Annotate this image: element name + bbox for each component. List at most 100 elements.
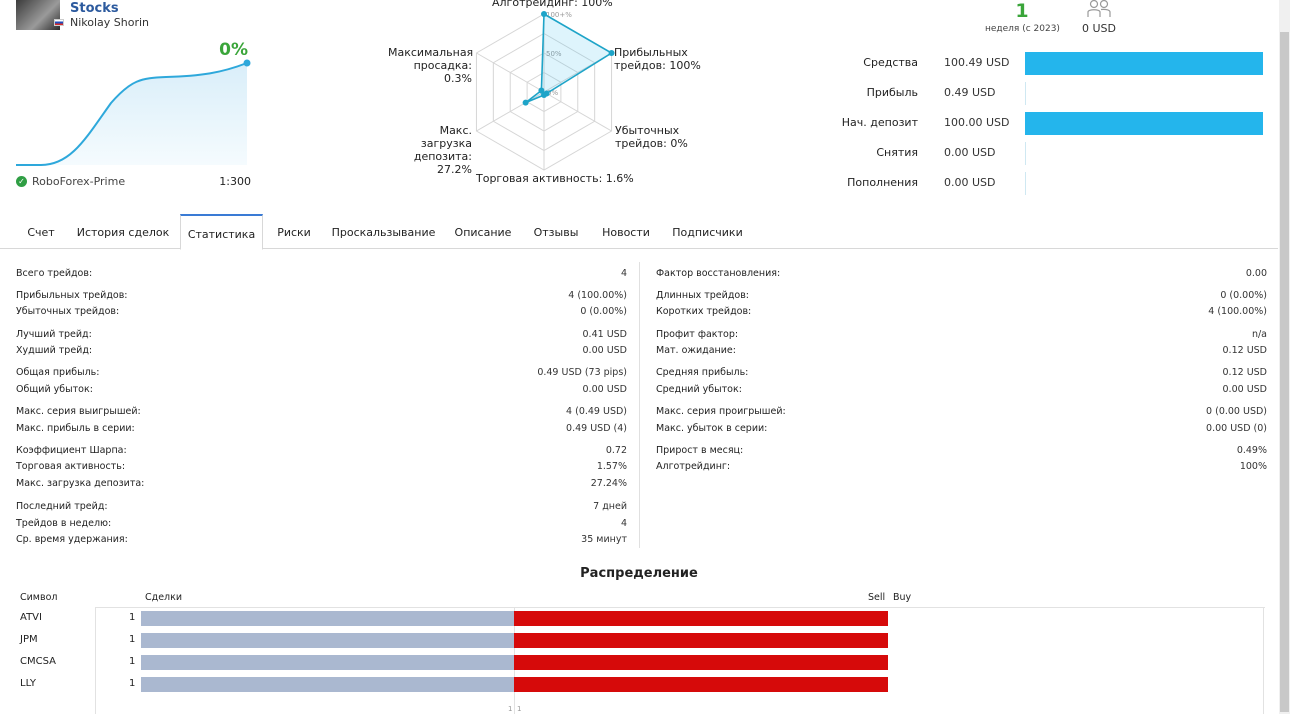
page-scrollbar-thumb[interactable] — [1280, 32, 1289, 712]
stat-label: Общая прибыль: — [16, 367, 100, 378]
tab-5[interactable]: Описание — [454, 226, 512, 239]
growth-value: 0% — [219, 40, 248, 60]
stat-value: 0.49 USD (73 pips) — [537, 367, 627, 378]
dist-symbol: JPM — [20, 634, 38, 645]
radar-spoke — [476, 91, 545, 132]
finance-value: 0.49 USD — [944, 86, 996, 99]
stat-label: Ср. время удержания: — [16, 534, 128, 545]
radar-label-loss: Убыточных трейдов: 0% — [615, 124, 688, 150]
finance-value: 0.00 USD — [944, 176, 996, 189]
radar-label-profit: Прибыльных трейдов: 100% — [614, 46, 701, 72]
stat-label: Макс. серия выигрышей: — [16, 406, 141, 417]
tab-7[interactable]: Новости — [602, 226, 650, 239]
radar-label-profit-line2: трейдов: 100% — [614, 59, 701, 72]
dist-count: 1 — [129, 634, 136, 645]
growth-line — [16, 62, 248, 166]
stat-row: Убыточных трейдов: 0 (0.00%) — [16, 306, 627, 320]
subscribers-value: 0 USD — [1082, 22, 1116, 35]
finance-row: Нач. депозит 100.00 USD — [830, 112, 1270, 135]
signal-name[interactable]: Stocks — [70, 1, 119, 16]
stat-value: 0.00 — [1245, 268, 1267, 279]
radar-scale-50: 50% — [546, 50, 562, 58]
stat-value: 0.00 USD — [582, 345, 627, 356]
stat-label: Макс. прибыль в серии: — [16, 423, 135, 434]
dist-grid-left — [95, 607, 96, 714]
stat-value: 0.49 USD (4) — [566, 423, 627, 434]
dist-col-buy: Buy — [893, 592, 912, 603]
stat-value: 0 (0.00 USD) — [1206, 406, 1267, 417]
radar-point-1 — [608, 50, 615, 56]
stat-label: Макс. убыток в серии: — [656, 423, 768, 434]
tab-0[interactable]: Счет — [27, 226, 55, 239]
stat-row: Мат. ожидание: 0.12 USD — [656, 345, 1267, 359]
stat-row: Средний убыток: 0.00 USD — [656, 384, 1267, 398]
dist-axis-left: 1 — [508, 705, 513, 713]
finance-bar — [1025, 112, 1263, 135]
tab-2[interactable]: Статистика — [180, 214, 263, 250]
stat-value: 35 минут — [581, 534, 627, 545]
author-name[interactable]: Nikolay Shorin — [54, 16, 149, 29]
stat-row: Коэффициент Шарпа: 0.72 — [16, 445, 627, 459]
radar-scale-100: 100+% — [546, 11, 572, 19]
people-icon — [1087, 0, 1111, 17]
finance-bar-empty — [1025, 82, 1026, 105]
broker-name: RoboForex-Prime — [32, 175, 126, 188]
finance-label: Средства — [863, 56, 918, 69]
finance-bar-empty — [1025, 172, 1026, 195]
finance-row: Пополнения 0.00 USD — [830, 172, 1270, 195]
stat-row: Последний трейд: 7 дней — [16, 501, 627, 515]
finance-value: 100.00 USD — [944, 116, 1010, 129]
dist-grid-right — [1263, 607, 1264, 714]
stat-row: Лучший трейд: 0.41 USD — [16, 329, 627, 343]
tab-6[interactable]: Отзывы — [533, 226, 579, 239]
stat-label: Трейдов в неделю: — [16, 518, 112, 529]
tab-1[interactable]: История сделок — [76, 226, 170, 239]
radar-label-drawdown: Максимальная просадка: 0.3% — [388, 46, 473, 85]
radar-spoke — [476, 52, 545, 93]
verified-shield-icon: ✓ — [16, 176, 27, 187]
stat-value: 0.12 USD — [1222, 345, 1267, 356]
stat-label: Коэффициент Шарпа: — [16, 445, 127, 456]
avatar[interactable] — [16, 0, 60, 30]
stat-label: Макс. серия проигрышей: — [656, 406, 786, 417]
tab-3[interactable]: Риски — [277, 226, 311, 239]
finance-label: Пополнения — [847, 176, 918, 189]
dist-bar-buy — [514, 633, 888, 648]
radar-label-load: Макс. загрузка депозита: 27.2% — [388, 124, 472, 176]
dist-bar-buy — [514, 677, 888, 692]
tab-8[interactable]: Подписчики — [672, 226, 743, 239]
dist-bar-sell — [141, 611, 514, 626]
stat-value: 4 — [620, 268, 627, 279]
stat-label: Алготрейдинг: — [656, 461, 731, 472]
stat-label: Макс. загрузка депозита: — [16, 478, 145, 489]
tab-4[interactable]: Проскальзывание — [331, 226, 436, 239]
radar-label-load-line2: депозита: 27.2% — [413, 150, 472, 176]
radar-label-loss-line2: трейдов: 0% — [615, 137, 688, 150]
stat-label: Последний трейд: — [16, 501, 108, 512]
dist-symbol: ATVI — [20, 612, 42, 623]
growth-area — [16, 63, 247, 165]
broker-info[interactable]: ✓ RoboForex-Prime — [16, 175, 125, 188]
radar-point-4 — [522, 99, 529, 106]
dist-symbol: LLY — [20, 678, 36, 689]
radar-label-profit-line1: Прибыльных — [614, 46, 688, 59]
finance-bar — [1025, 52, 1263, 75]
stat-label: Общий убыток: — [16, 384, 93, 395]
stat-row: Прирост в месяц: 0.49% — [656, 445, 1267, 459]
dist-header-line — [95, 607, 1265, 608]
stat-value: 4 — [620, 518, 627, 529]
weeks-label: неделя (с 2023) — [985, 24, 1060, 34]
dist-col-sell: Sell — [868, 592, 886, 603]
stat-row: Прибыльных трейдов: 4 (100.00%) — [16, 290, 627, 304]
dist-bar-sell — [141, 677, 514, 692]
dist-symbol: CMCSA — [20, 656, 56, 667]
finance-bar-empty — [1025, 142, 1026, 165]
stat-label: Мат. ожидание: — [656, 345, 736, 356]
radar-label-load-line1: Макс. загрузка — [420, 124, 472, 150]
radar-point-3 — [541, 92, 547, 98]
finance-label: Прибыль — [866, 86, 918, 99]
weeks-count: 1 — [1015, 0, 1029, 22]
stat-label: Профит фактор: — [656, 329, 739, 340]
dist-bar-buy — [514, 611, 888, 626]
stat-row: Торговая активность: 1.57% — [16, 461, 627, 475]
